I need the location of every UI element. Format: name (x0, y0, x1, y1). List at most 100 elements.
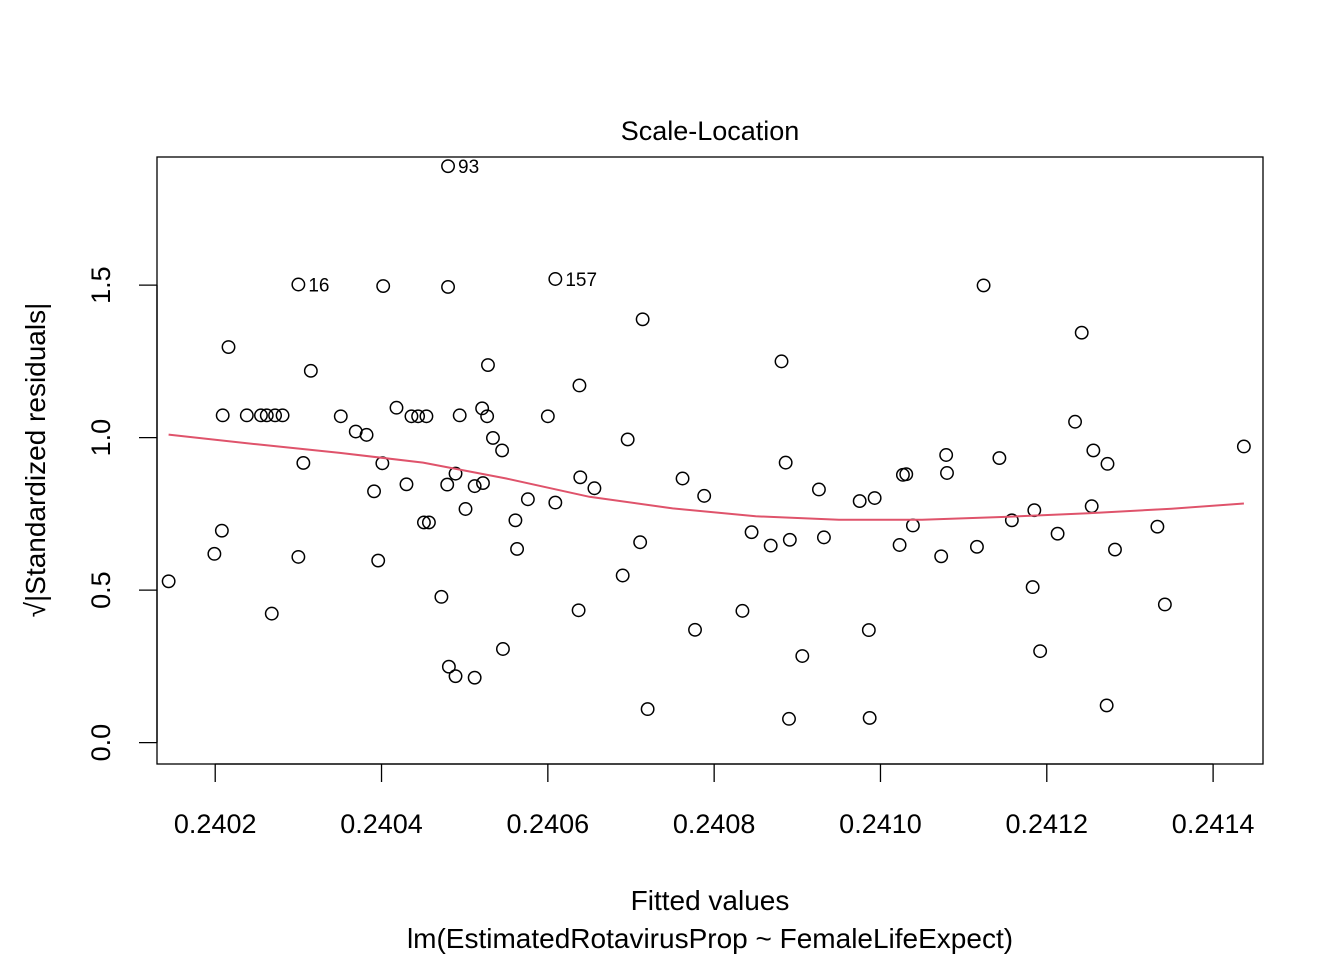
data-point (215, 408, 230, 423)
data-point (635, 312, 650, 327)
point-label: 16 (308, 276, 329, 297)
data-point (940, 466, 954, 480)
data-point (852, 494, 867, 509)
data-point (296, 455, 311, 470)
data-point (416, 515, 431, 530)
data-point (303, 363, 318, 378)
x-tick-label: 0.2414 (1172, 809, 1255, 839)
data-point (934, 549, 949, 564)
data-point (404, 409, 419, 424)
data-point (495, 642, 510, 656)
data-point (1100, 456, 1115, 471)
x-tick-label: 0.2412 (1005, 809, 1088, 839)
x-tick-label: 0.2406 (507, 809, 590, 839)
plot-frame (156, 156, 1264, 765)
data-point (486, 430, 500, 445)
data-point (264, 606, 279, 621)
data-point (291, 277, 306, 292)
data-point (1099, 698, 1114, 713)
data-point (458, 502, 473, 516)
x-tick-label: 0.2410 (839, 809, 922, 839)
data-point (239, 408, 254, 423)
data-point (441, 659, 456, 674)
data-point (735, 603, 750, 618)
data-point (867, 491, 882, 505)
data-point (510, 542, 525, 556)
data-point (816, 530, 831, 545)
y-tick-label: 0.0 (86, 724, 116, 762)
data-point (1150, 519, 1165, 534)
data-point (892, 538, 907, 552)
data-point (448, 669, 463, 684)
data-point (969, 539, 984, 554)
data-point (481, 358, 495, 372)
data-point (1086, 443, 1101, 458)
data-point (633, 535, 648, 550)
data-point (540, 409, 555, 424)
data-point (399, 477, 414, 492)
data-point (480, 409, 495, 424)
point-label: 93 (458, 157, 479, 178)
data-point (495, 443, 510, 458)
model-formula: lm(EstimatedRotavirusProp ~ FemaleLifeEx… (407, 923, 1013, 954)
data-point (1084, 499, 1099, 514)
data-point (688, 622, 702, 637)
data-point (939, 448, 954, 462)
x-tick-label: 0.2408 (673, 809, 756, 839)
data-point (615, 568, 630, 583)
data-point (862, 710, 877, 725)
data-point (861, 623, 876, 638)
data-point (774, 354, 789, 369)
data-point (976, 278, 991, 293)
data-point (744, 525, 759, 540)
data-point (268, 408, 283, 423)
data-point (367, 484, 381, 499)
data-point (763, 538, 778, 553)
data-point (620, 432, 635, 447)
y-axis: 0.0 0.5 1.0 1.5 (86, 266, 158, 762)
data-point (441, 279, 456, 294)
point-labels: 93 16 157 (308, 157, 597, 296)
data-point (467, 479, 482, 494)
y-tick-label: 0.5 (86, 571, 116, 609)
data-point (440, 477, 455, 492)
y-tick-label: 1.0 (86, 419, 116, 457)
data-point (675, 471, 690, 486)
data-point (1074, 325, 1089, 340)
data-point (419, 409, 434, 424)
data-point (421, 515, 436, 530)
data-point (1236, 439, 1251, 454)
data-point (259, 408, 274, 423)
data-point (389, 400, 404, 415)
data-point (275, 408, 290, 423)
data-point (778, 455, 793, 470)
data-point (448, 466, 463, 481)
data-point (782, 711, 796, 726)
data-point (573, 470, 588, 485)
x-axis-label: Fitted values (631, 885, 790, 916)
y-tick-label: 1.5 (86, 266, 116, 304)
data-point (214, 523, 229, 538)
data-point (782, 532, 797, 547)
point-label: 157 (565, 270, 597, 291)
data-point (467, 670, 482, 685)
data-point (1033, 644, 1048, 659)
data-point (508, 513, 523, 528)
data-point (1068, 414, 1083, 429)
data-point (434, 589, 449, 604)
data-point (452, 408, 467, 423)
data-point (697, 488, 712, 503)
data-point (899, 467, 914, 482)
data-point (359, 427, 374, 442)
x-axis: 0.2402 0.2404 0.2406 0.2408 0.2410 0.2412 0.24… (174, 763, 1255, 839)
data-point (548, 495, 563, 510)
data-point (572, 378, 587, 393)
data-point (548, 272, 563, 286)
data-point (376, 279, 391, 293)
data-point (795, 649, 810, 663)
data-point (1108, 542, 1122, 557)
data-point (207, 546, 222, 561)
data-point (333, 409, 348, 424)
data-point (411, 409, 426, 424)
